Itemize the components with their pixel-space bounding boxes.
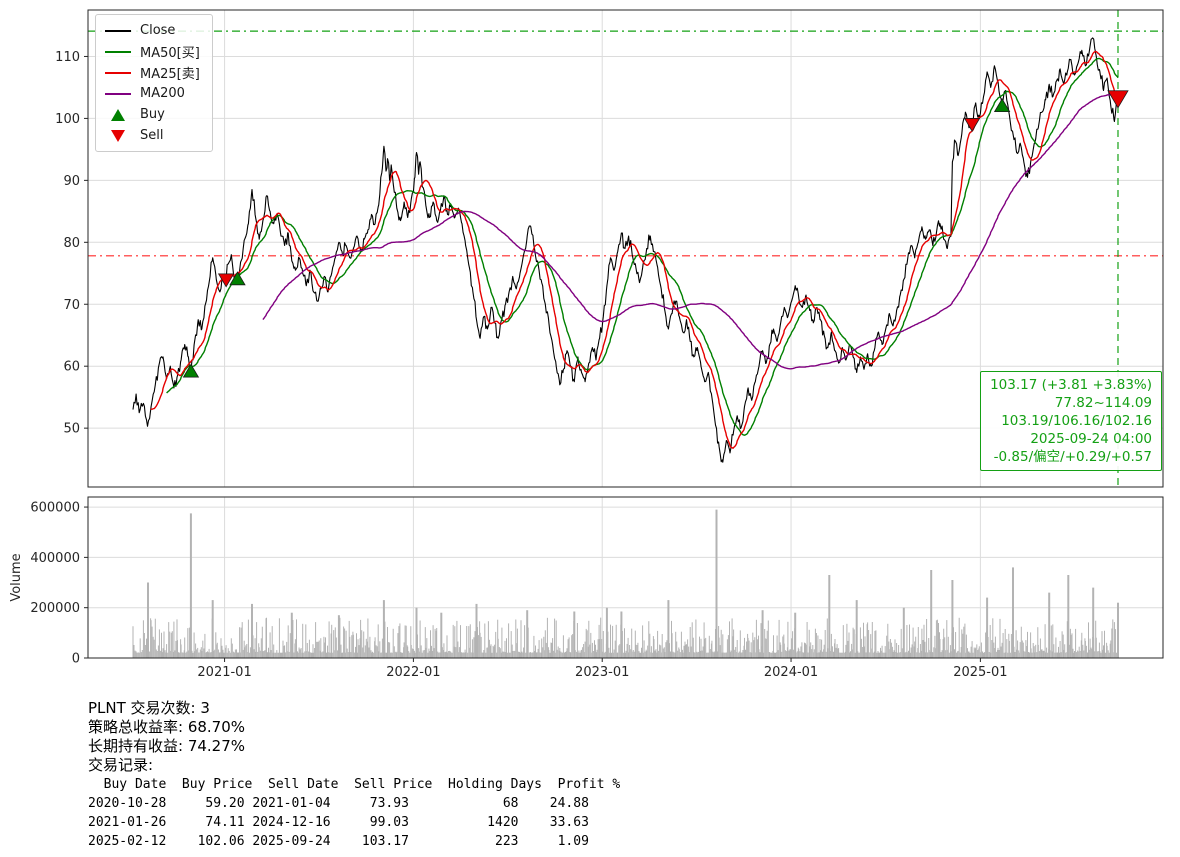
legend-item: MA200 (105, 85, 200, 102)
annotation-signal: -0.85/偏空/+0.29/+0.57 (993, 449, 1152, 465)
trade-records-table: Buy Date Buy Price Sell Date Sell Price … (88, 777, 621, 849)
buy-marker (229, 271, 246, 286)
annotation-range: 77.82~114.09 (1054, 395, 1152, 411)
price-ytick-label: 100 (55, 112, 80, 127)
volume-ytick-label: 600000 (30, 501, 80, 516)
volume-panel-frame (87, 496, 1164, 659)
backtest-summary: PLNT 交易次数: 3 策略总收益率: 68.70% 长期持有收益: 74.2… (88, 699, 620, 851)
latest-quote-annotation: 103.17 (+3.81 +3.83%) 77.82~114.09 103.1… (980, 371, 1162, 471)
price-ytick-label: 90 (63, 174, 80, 189)
annotation-datetime: 2025-09-24 04:00 (1030, 431, 1152, 447)
price-ytick-label: 70 (63, 298, 80, 313)
summary-trade-count: PLNT 交易次数: 3 (88, 699, 210, 717)
sell-marker (217, 273, 235, 288)
price-panel-frame (87, 9, 1164, 488)
legend-item: MA50[买] (105, 43, 200, 61)
buy-marker (182, 363, 200, 378)
xtick-label: 2023-01 (575, 665, 629, 680)
legend-item: Buy (105, 106, 200, 123)
buy-marker (993, 98, 1011, 113)
xtick-label: 2021-01 (197, 665, 251, 680)
xtick-label: 2022-01 (386, 665, 440, 680)
legend-label: Sell (140, 128, 164, 143)
xtick-label: 2024-01 (764, 665, 818, 680)
legend-label: MA50[买] (140, 46, 200, 61)
legend-label: Buy (140, 107, 165, 122)
price-ytick-label: 80 (63, 236, 80, 251)
ma200-line (262, 94, 1119, 370)
xtick-label: 2025-01 (953, 665, 1007, 680)
legend-label: MA200 (140, 86, 185, 101)
price-ytick-label: 110 (55, 50, 80, 65)
summary-buyhold-return: 长期持有收益: 74.27% (88, 737, 246, 755)
sell-triangle-icon (105, 129, 131, 142)
close-line (132, 37, 1119, 463)
price-ytick-label: 50 (63, 422, 80, 437)
legend: Close MA50[买] MA25[卖] MA200 Buy Sell (95, 14, 213, 152)
volume-bars (132, 509, 1119, 658)
axis-ticks (84, 55, 981, 662)
ma50-line (166, 57, 1119, 436)
summary-strategy-return: 策略总收益率: 68.70% (88, 718, 246, 736)
volume-ytick-label: 200000 (30, 601, 80, 616)
legend-item: MA25[卖] (105, 64, 200, 82)
legend-line-swatch (105, 29, 131, 32)
legend-label: Close (140, 23, 176, 38)
legend-line-swatch (105, 92, 131, 95)
volume-axis-label: Volume (9, 553, 24, 601)
legend-label: MA25[卖] (140, 67, 200, 82)
annotation-levels: 103.19/106.16/102.16 (1001, 413, 1152, 429)
legend-line-swatch (105, 50, 131, 53)
legend-line-swatch (105, 71, 131, 74)
legend-item: Close (105, 22, 200, 39)
ma25-line (150, 50, 1119, 449)
legend-item: Sell (105, 127, 200, 144)
price-ytick-label: 60 (63, 360, 80, 375)
buy-triangle-icon (105, 108, 131, 121)
volume-ytick-label: 400000 (30, 551, 80, 566)
annotation-price-change: 103.17 (+3.81 +3.83%) (990, 377, 1152, 393)
summary-trades-heading: 交易记录: (88, 756, 154, 774)
price-volume-chart: 50 60 70 80 90 100 110 0 200000 400000 600000 2021-… (9, 9, 1164, 680)
volume-ytick-label: 0 (72, 652, 80, 667)
sell-marker (963, 118, 981, 132)
sell-marker (1107, 90, 1129, 109)
